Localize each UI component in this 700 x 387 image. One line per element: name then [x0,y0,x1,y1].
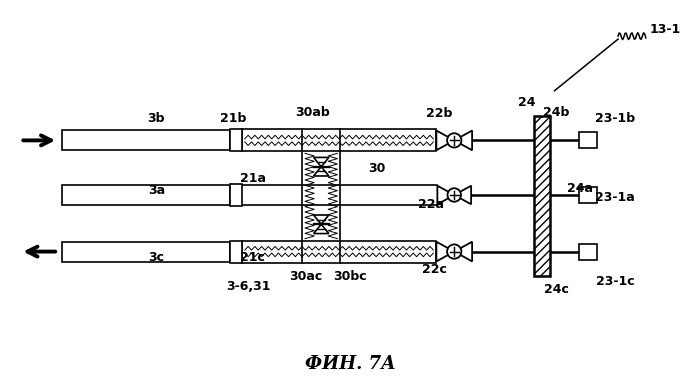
Bar [230,184,242,206]
Text: 21b: 21b [220,112,246,125]
Text: 23-1c: 23-1c [596,275,634,288]
Polygon shape [314,224,329,234]
Bar [580,132,597,148]
Bar [533,116,550,276]
Polygon shape [436,130,454,150]
Text: 30ac: 30ac [288,270,322,283]
Text: 3a: 3a [148,183,165,197]
Text: 21a: 21a [239,171,266,185]
Bar [230,241,242,262]
Polygon shape [314,215,329,224]
Bar [580,244,597,260]
Bar [241,241,436,262]
Text: 3b: 3b [148,112,165,125]
Text: 3c: 3c [148,251,164,264]
Text: 22c: 22c [422,263,447,276]
Text: 13-1: 13-1 [650,23,681,36]
Polygon shape [454,186,471,204]
Polygon shape [438,186,454,204]
Text: ФИН. 7А: ФИН. 7А [304,355,395,373]
Circle shape [447,188,461,202]
Text: 24c: 24c [544,283,569,296]
Text: 30: 30 [368,162,386,175]
Circle shape [447,245,461,259]
Text: 23-1a: 23-1a [595,192,635,204]
Text: 22b: 22b [426,107,452,120]
Bar [580,187,597,203]
Bar [62,130,230,150]
Text: 24: 24 [518,96,536,109]
Text: 22a: 22a [419,199,444,211]
Text: 24b: 24b [543,106,570,119]
Text: 30bc: 30bc [333,270,367,283]
Text: 3-6,31: 3-6,31 [227,280,271,293]
Bar [230,130,242,151]
Bar [241,130,436,151]
Text: 30ab: 30ab [295,106,330,119]
Polygon shape [436,242,454,261]
Text: 24a: 24a [567,182,594,195]
Bar [62,185,230,205]
Polygon shape [314,158,329,167]
Text: 23-1b: 23-1b [595,112,635,125]
Text: 21c: 21c [240,251,265,264]
Polygon shape [314,167,329,176]
Polygon shape [454,130,472,150]
Polygon shape [454,242,472,261]
Circle shape [447,133,461,147]
Bar [62,241,230,262]
